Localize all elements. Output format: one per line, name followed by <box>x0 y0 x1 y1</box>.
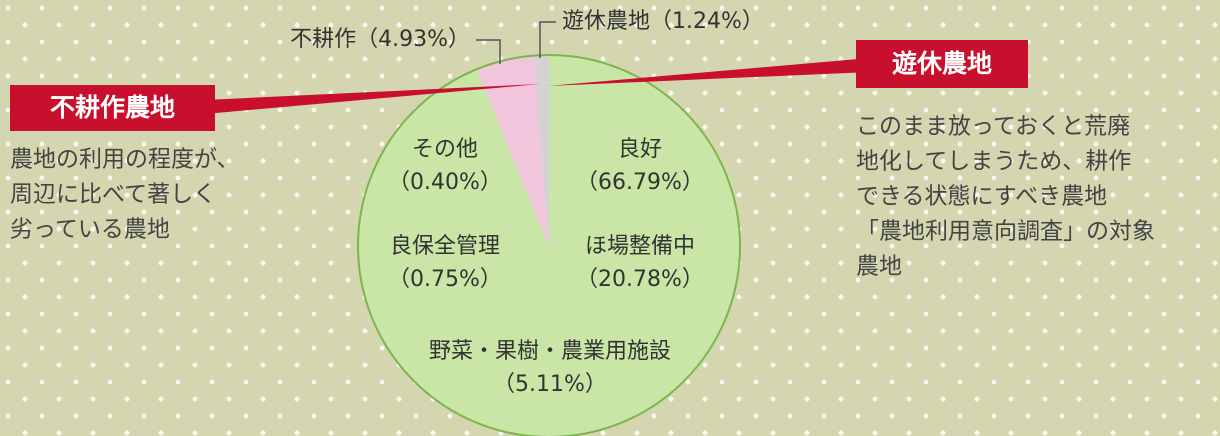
slice-name: 不耕作 <box>290 27 356 52</box>
slice-value-label: （4.93%） <box>356 27 470 52</box>
description: 農地 <box>856 254 902 280</box>
slice-value-label: （0.75%） <box>388 267 502 292</box>
slice-value-label: （66.79%） <box>576 170 704 195</box>
description: このまま放っておくと荒廃 <box>856 114 1130 140</box>
description: 劣っている農地 <box>10 217 170 243</box>
description: 地化してしまうため、耕作 <box>856 149 1131 175</box>
description: 農地の利用の程度が、 <box>10 147 240 173</box>
chart: 良好 （66.79%） ほ場整備中 （20.78%） 野菜・果樹・農業用施設 （5.11%… <box>0 0 1220 436</box>
slice-label: 良保全管理 <box>390 234 500 259</box>
slice-label: その他 <box>412 137 478 162</box>
description: 「農地利用意向調査」の対象 <box>856 219 1155 245</box>
slice-value-label: （20.78%） <box>576 267 704 292</box>
description: 周辺に比べて著しく <box>10 182 216 208</box>
description: できる状態にすべき農地 <box>856 184 1107 210</box>
slice-label: 野菜・果樹・農業用施設 <box>429 339 671 364</box>
slice-value-label: （1.24%） <box>650 9 764 34</box>
tag-title: 遊休農地 <box>892 49 992 78</box>
slice-label: 不耕作（4.93%） <box>290 27 470 52</box>
slice-label: ほ場整備中 <box>585 234 695 259</box>
slice-name: 遊休農地 <box>562 9 650 34</box>
slice-value-label: （0.40%） <box>388 170 502 195</box>
slice-label: 良好 <box>618 137 662 162</box>
page: {"chart_data": {"type": "pie", "categori… <box>0 0 1220 436</box>
slice-label: 遊休農地（1.24%） <box>562 9 764 34</box>
slice-value-label: （5.11%） <box>493 372 607 397</box>
tag-title: 不耕作農地 <box>50 93 175 122</box>
